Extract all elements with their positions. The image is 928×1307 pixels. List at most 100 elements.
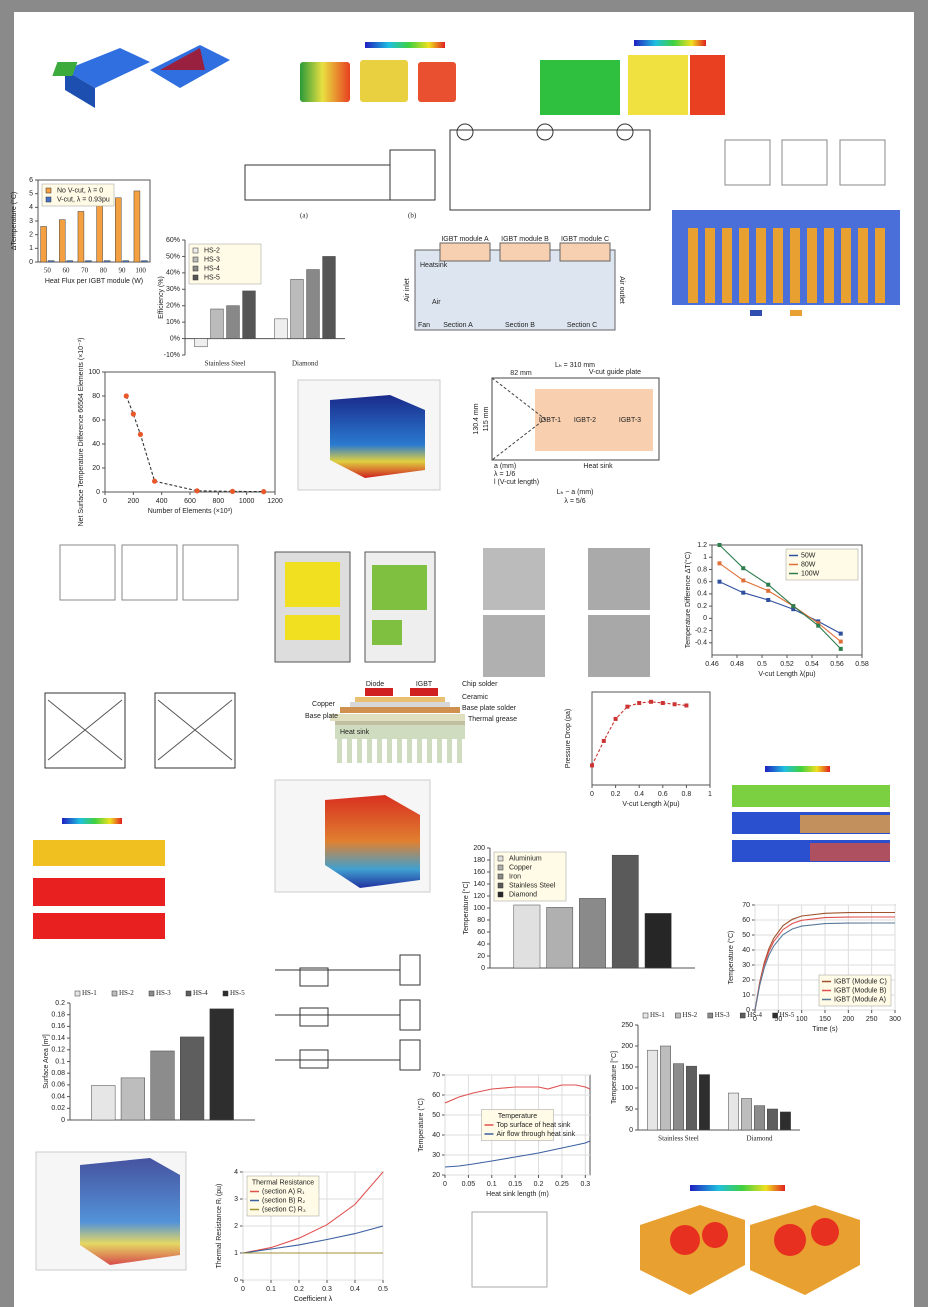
legend-label: No V-cut, λ = 0 bbox=[57, 187, 103, 194]
vcut-plate: V-cut guide plate bbox=[589, 369, 641, 376]
y-tick-label: 0 bbox=[61, 1117, 65, 1124]
y-tick-label: 4 bbox=[234, 1169, 238, 1176]
y-axis-label: Temperature (°C) bbox=[727, 931, 735, 985]
y-axis-label: Surface Area [m²] bbox=[43, 1034, 50, 1089]
marker bbox=[130, 411, 136, 417]
x-tick-label: 0.46 bbox=[705, 661, 719, 668]
y-tick-label: 180 bbox=[473, 857, 485, 864]
y-tick-label: 2 bbox=[234, 1223, 238, 1230]
vcut-rest: Lₕ − a (mm) bbox=[557, 489, 594, 496]
x-tick-label: Stainless Steel bbox=[658, 1135, 699, 1143]
x-tick-label: 0.2 bbox=[534, 1181, 544, 1188]
legend-title: Temperature bbox=[498, 1113, 537, 1120]
x-tick-label: 0.25 bbox=[555, 1181, 569, 1188]
y-tick-label: 1 bbox=[234, 1250, 238, 1257]
bar bbox=[66, 260, 73, 263]
x-tick-label: 800 bbox=[212, 498, 224, 505]
legend-label: HS-5 bbox=[230, 989, 245, 997]
x-axis-label: Coefficient λ bbox=[294, 1296, 333, 1303]
line bbox=[754, 922, 895, 1011]
x-tick-label: 200 bbox=[127, 498, 139, 505]
marker bbox=[766, 582, 771, 587]
legend-label: Top surface of heat sink bbox=[497, 1122, 571, 1129]
module-title: IGBT module B bbox=[501, 236, 549, 243]
legend-label: Air flow through heat sink bbox=[497, 1131, 576, 1138]
legend-label: Diamond bbox=[509, 891, 537, 898]
bar bbox=[660, 1045, 671, 1131]
air-inlet-label: Air inlet bbox=[404, 278, 411, 301]
marker bbox=[613, 716, 618, 721]
x-tick-label: 100 bbox=[135, 267, 146, 275]
x-tick-label: 0 bbox=[443, 1181, 447, 1188]
stack-label: Base plate solder bbox=[462, 705, 517, 712]
legend-label: (section B) R₂ bbox=[262, 1197, 305, 1204]
y-tick-label: 5 bbox=[29, 191, 33, 198]
module-box bbox=[414, 249, 616, 331]
legend-swatch bbox=[192, 247, 199, 254]
y-tick-label: 50 bbox=[742, 932, 750, 939]
bar bbox=[141, 260, 148, 263]
x-tick-label: Stainless Steel bbox=[205, 360, 246, 368]
bar bbox=[242, 290, 256, 339]
y-tick-label: 50% bbox=[166, 253, 180, 260]
x-axis-label: Heat Flux per IGBT module (W) bbox=[45, 278, 143, 285]
marker bbox=[717, 561, 722, 566]
marker bbox=[838, 639, 843, 644]
marker bbox=[741, 566, 746, 571]
y-tick-label: 40 bbox=[742, 947, 750, 954]
legend-label: HS-5 bbox=[780, 1011, 795, 1019]
legend-label: 80W bbox=[801, 561, 816, 568]
legend-label: HS-2 bbox=[119, 989, 134, 997]
x-tick-label: 300 bbox=[889, 1016, 901, 1023]
line bbox=[719, 581, 842, 635]
y-tick-label: 3 bbox=[29, 218, 33, 225]
marker bbox=[741, 578, 746, 583]
diagram-labels: (a) (b) IGBT module A IGBT module B IGBT… bbox=[300, 212, 660, 736]
caption: (b) bbox=[408, 212, 417, 220]
x-tick-label: 0 bbox=[103, 498, 107, 505]
x-tick-label: 0.48 bbox=[730, 661, 744, 668]
legend-label: HS-3 bbox=[156, 989, 171, 997]
line bbox=[754, 916, 895, 1011]
y-tick-label: 20 bbox=[742, 977, 750, 984]
bar bbox=[150, 1050, 175, 1121]
section-label: Section C bbox=[567, 322, 597, 329]
stack-label: Ceramic bbox=[462, 694, 489, 701]
y-tick-label: 60% bbox=[166, 237, 180, 244]
marker bbox=[766, 598, 771, 602]
stack-label: IGBT bbox=[416, 681, 433, 688]
y-tick-label: 0.2 bbox=[697, 603, 707, 610]
bar bbox=[754, 1105, 765, 1131]
marker bbox=[590, 763, 594, 768]
vcut-offset: 82 mm bbox=[510, 370, 532, 377]
stack-label: Base plate bbox=[305, 713, 338, 720]
y-tick-label: 80 bbox=[477, 917, 485, 924]
y-tick-label: -0.2 bbox=[695, 627, 707, 634]
line bbox=[719, 562, 842, 643]
y-tick-label: 3 bbox=[234, 1196, 238, 1203]
legend-swatch bbox=[74, 990, 81, 997]
line bbox=[444, 1140, 591, 1168]
x-axis-label: V-cut Length λ(pu) bbox=[622, 801, 679, 808]
stack-label: Copper bbox=[312, 701, 336, 708]
y-tick-label: 20 bbox=[92, 465, 100, 472]
y-tick-label: 2 bbox=[29, 232, 33, 239]
x-tick-label: 0.05 bbox=[462, 1181, 476, 1188]
x-tick-label: 0.3 bbox=[322, 1286, 332, 1293]
module-title: IGBT module C bbox=[561, 236, 609, 243]
y-tick-label: 0 bbox=[746, 1007, 750, 1014]
bar bbox=[274, 318, 288, 339]
y-tick-label: 40 bbox=[477, 941, 485, 948]
y-axis-label: ΔTemperature (°C) bbox=[10, 192, 18, 250]
y-tick-label: 0.04 bbox=[51, 1093, 65, 1100]
bar bbox=[647, 1049, 659, 1131]
bar bbox=[673, 1063, 684, 1131]
marker bbox=[684, 703, 689, 708]
plot-frame bbox=[591, 691, 711, 786]
legend-box bbox=[188, 243, 262, 285]
x-tick-label: Diamond bbox=[292, 360, 319, 368]
legend-label: HS-5 bbox=[204, 274, 220, 281]
x-tick-label: 0.52 bbox=[780, 661, 794, 668]
legend-label: 100W bbox=[801, 570, 820, 577]
